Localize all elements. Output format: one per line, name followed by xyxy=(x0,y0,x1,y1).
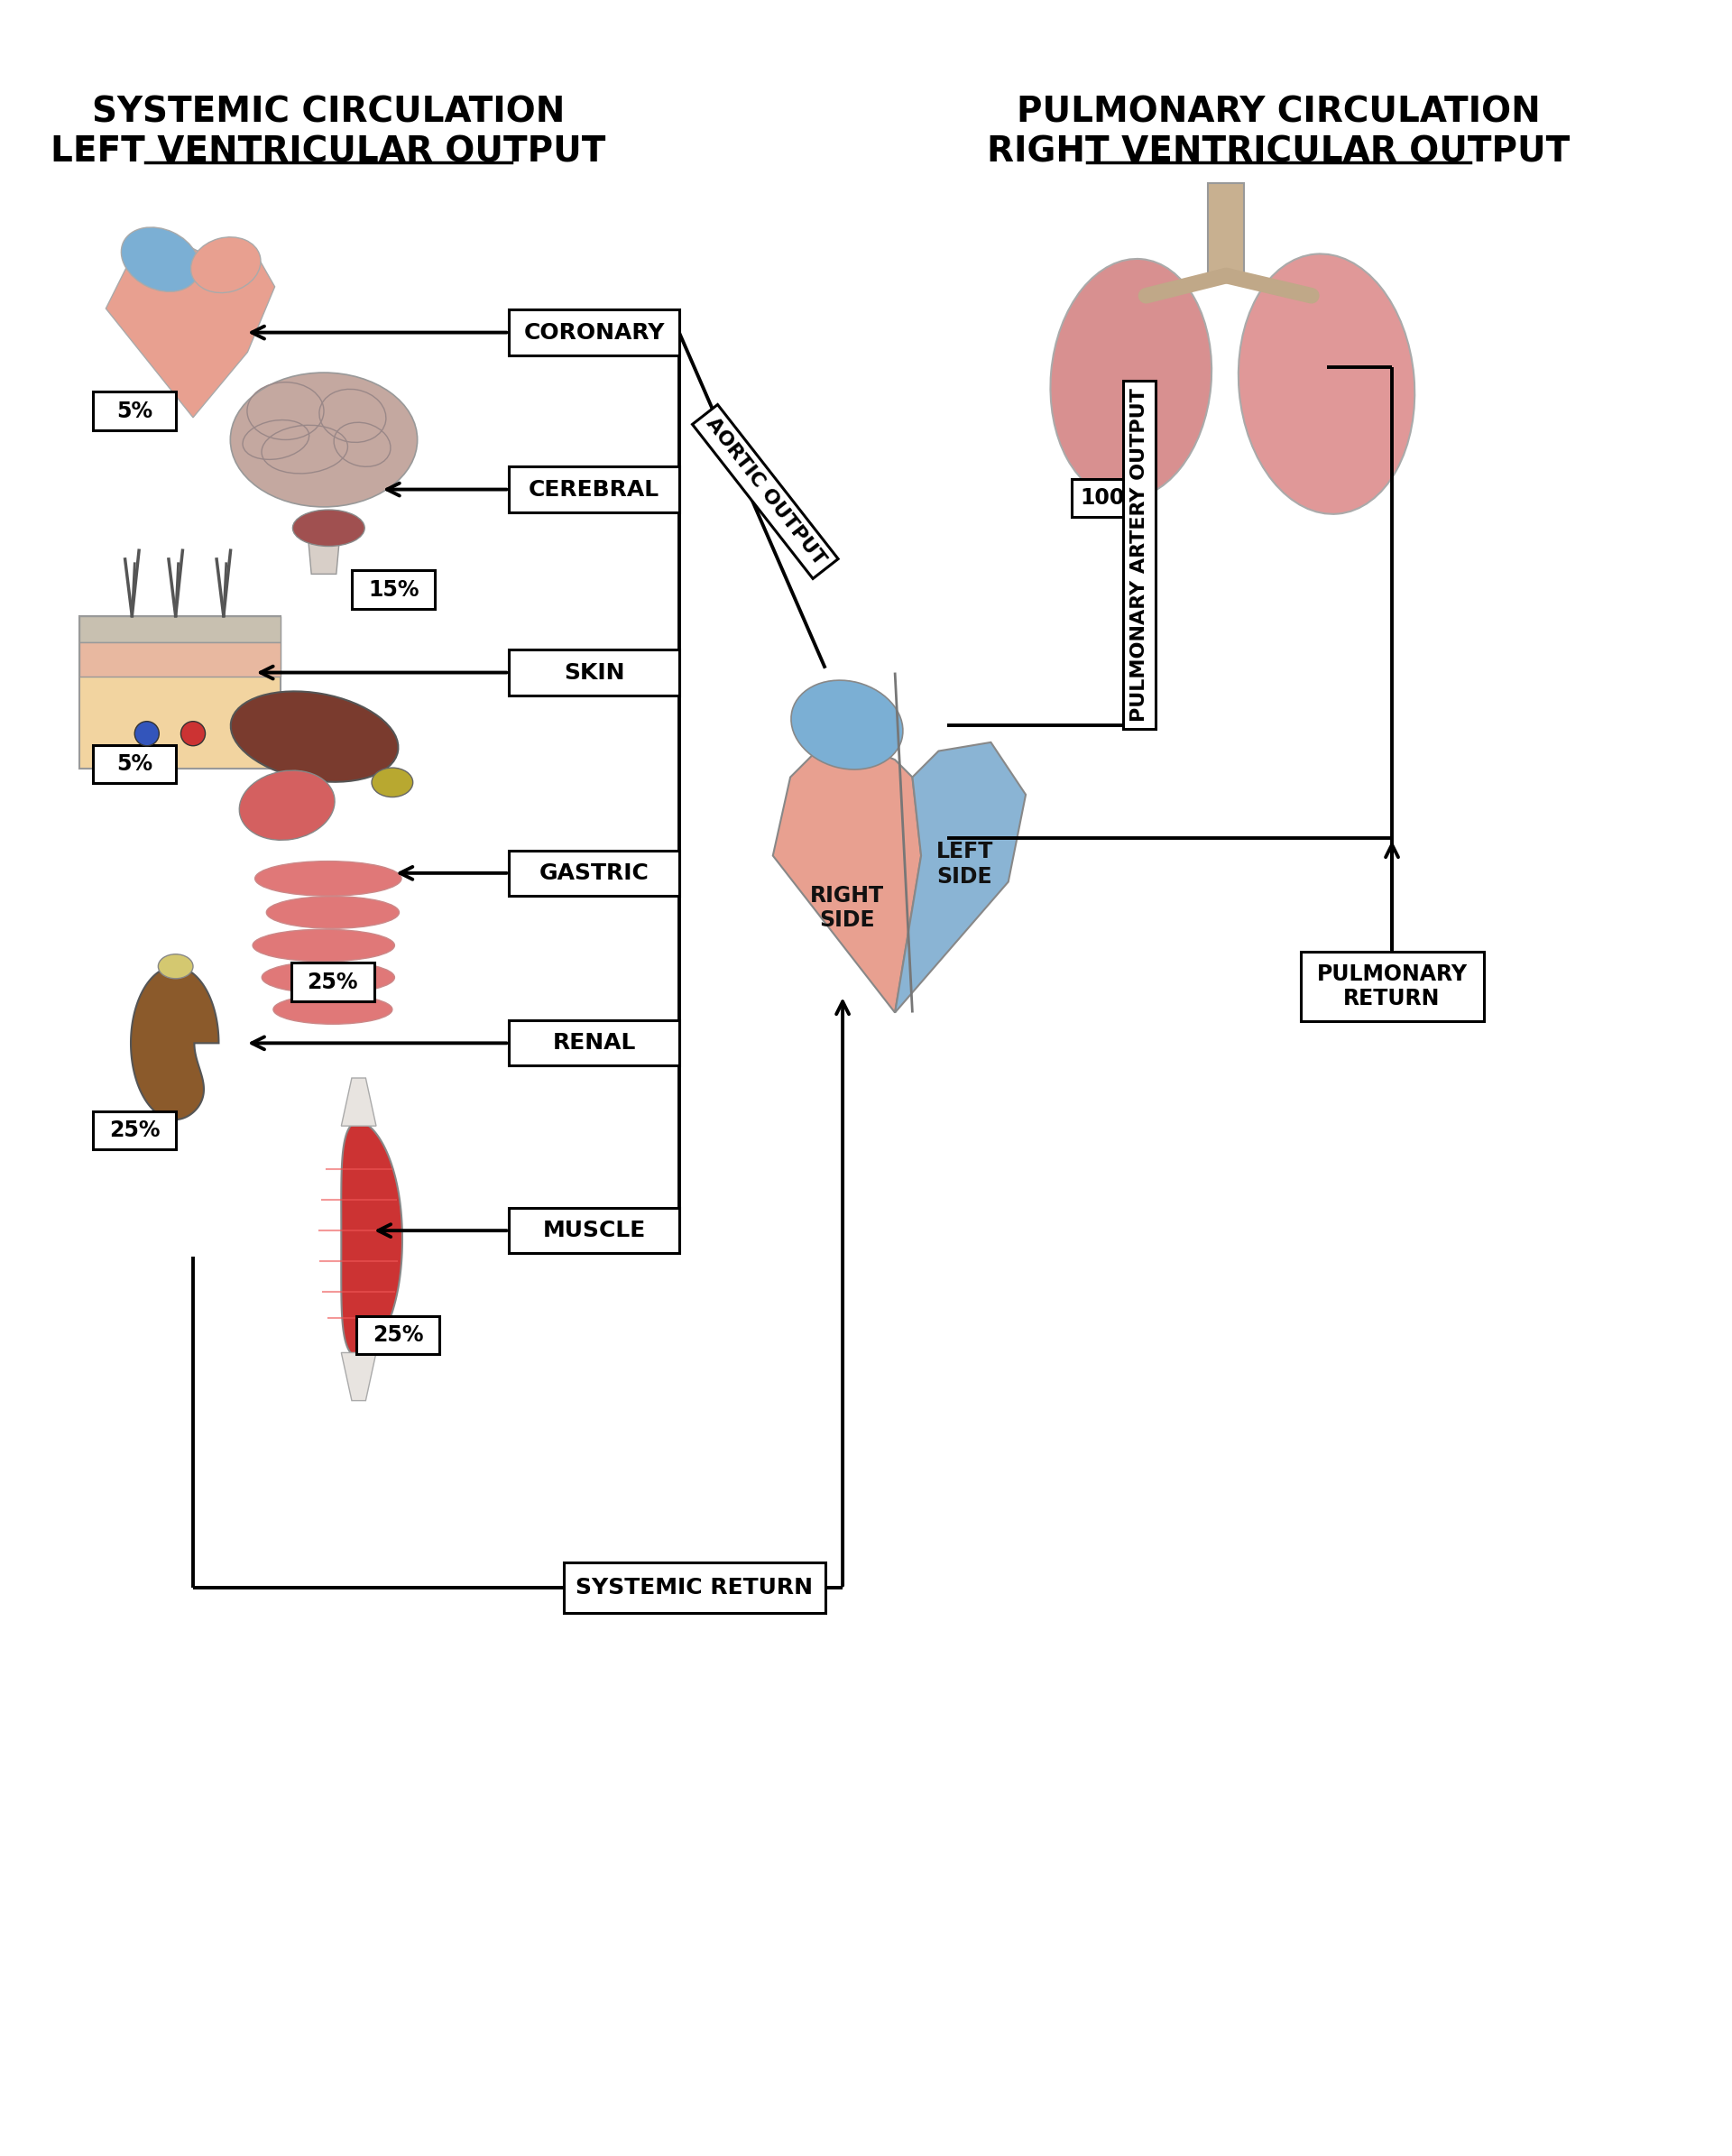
Text: 5%: 5% xyxy=(116,401,152,423)
Polygon shape xyxy=(895,742,1025,1013)
FancyBboxPatch shape xyxy=(357,1315,440,1354)
Text: 5%: 5% xyxy=(116,752,152,774)
Polygon shape xyxy=(341,1121,402,1356)
Text: LEFT
SIDE: LEFT SIDE xyxy=(935,841,992,888)
FancyBboxPatch shape xyxy=(1301,951,1484,1022)
FancyBboxPatch shape xyxy=(94,746,177,783)
FancyBboxPatch shape xyxy=(509,849,679,895)
Text: PULMONARY ARTERY OUTPUT: PULMONARY ARTERY OUTPUT xyxy=(1129,388,1148,722)
Ellipse shape xyxy=(274,994,391,1024)
Ellipse shape xyxy=(158,955,192,979)
Text: 25%: 25% xyxy=(109,1119,159,1141)
Ellipse shape xyxy=(230,373,417,507)
FancyBboxPatch shape xyxy=(352,571,435,608)
FancyBboxPatch shape xyxy=(1209,183,1244,278)
Text: AORTIC OUTPUT: AORTIC OUTPUT xyxy=(701,414,828,569)
Ellipse shape xyxy=(191,237,262,293)
FancyBboxPatch shape xyxy=(509,1020,679,1065)
FancyBboxPatch shape xyxy=(509,1207,679,1253)
FancyBboxPatch shape xyxy=(509,649,679,694)
Text: PULMONARY CIRCULATION
RIGHT VENTRICULAR OUTPUT: PULMONARY CIRCULATION RIGHT VENTRICULAR … xyxy=(987,95,1571,168)
FancyBboxPatch shape xyxy=(563,1563,824,1613)
Text: GASTRIC: GASTRIC xyxy=(539,862,650,884)
Ellipse shape xyxy=(255,860,402,897)
Text: 100%: 100% xyxy=(1081,487,1147,509)
FancyBboxPatch shape xyxy=(80,617,281,768)
Ellipse shape xyxy=(135,722,159,746)
Ellipse shape xyxy=(253,929,395,962)
Polygon shape xyxy=(772,733,921,1013)
Text: 15%: 15% xyxy=(369,580,419,602)
Text: MUSCLE: MUSCLE xyxy=(542,1220,646,1242)
Text: PULMONARY
RETURN: PULMONARY RETURN xyxy=(1316,964,1467,1009)
FancyBboxPatch shape xyxy=(80,617,281,642)
Text: RIGHT
SIDE: RIGHT SIDE xyxy=(811,884,883,931)
FancyBboxPatch shape xyxy=(1072,479,1154,517)
Ellipse shape xyxy=(372,768,412,798)
FancyBboxPatch shape xyxy=(94,392,177,431)
Polygon shape xyxy=(106,237,275,418)
Ellipse shape xyxy=(267,897,398,929)
FancyBboxPatch shape xyxy=(509,468,679,513)
FancyBboxPatch shape xyxy=(509,310,679,356)
Ellipse shape xyxy=(293,509,365,545)
FancyBboxPatch shape xyxy=(80,642,281,677)
Ellipse shape xyxy=(239,770,334,841)
Text: 25%: 25% xyxy=(372,1324,423,1345)
Ellipse shape xyxy=(792,681,902,770)
Ellipse shape xyxy=(1050,259,1212,498)
Text: SKIN: SKIN xyxy=(563,662,625,683)
Polygon shape xyxy=(132,966,218,1119)
FancyBboxPatch shape xyxy=(291,964,374,1000)
Ellipse shape xyxy=(262,962,395,994)
Ellipse shape xyxy=(121,226,199,291)
Text: RENAL: RENAL xyxy=(553,1033,636,1054)
Ellipse shape xyxy=(230,692,398,783)
Text: SYSTEMIC CIRCULATION
LEFT VENTRICULAR OUTPUT: SYSTEMIC CIRCULATION LEFT VENTRICULAR OU… xyxy=(50,95,606,168)
Ellipse shape xyxy=(180,722,206,746)
Text: SYSTEMIC RETURN: SYSTEMIC RETURN xyxy=(575,1578,812,1600)
Text: CEREBRAL: CEREBRAL xyxy=(528,479,660,500)
Polygon shape xyxy=(307,522,341,573)
Polygon shape xyxy=(341,1352,376,1401)
FancyBboxPatch shape xyxy=(94,1110,177,1149)
Polygon shape xyxy=(341,1078,376,1125)
Text: 25%: 25% xyxy=(307,970,359,994)
Ellipse shape xyxy=(1238,254,1415,513)
Text: CORONARY: CORONARY xyxy=(523,321,665,343)
